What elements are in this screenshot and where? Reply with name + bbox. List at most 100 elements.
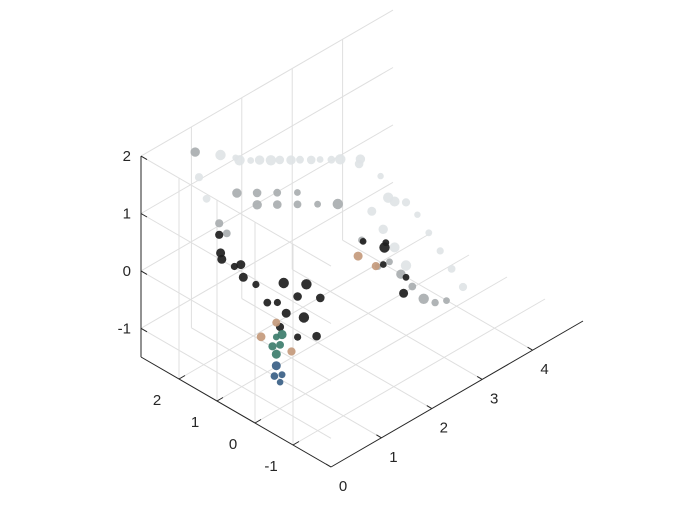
y-tick-label: 0 — [229, 436, 237, 453]
y-tick-label: -1 — [264, 458, 277, 475]
cloud-point-series-1 — [386, 258, 393, 266]
cloud-point-series-0 — [215, 149, 226, 161]
side-grid-line-z — [140, 155, 332, 267]
cloud-point-series-0 — [447, 265, 456, 273]
cloud-point-series-3 — [271, 349, 281, 359]
cloud-point-series-2 — [215, 230, 224, 239]
cloud-point-series-2 — [298, 312, 310, 323]
back-grid-line-z — [140, 9, 394, 157]
cloud-point-series-0 — [316, 156, 324, 163]
cloud-point-series-2 — [359, 238, 367, 245]
cloud-point-series-0 — [296, 155, 304, 164]
cloud-point-series-5 — [272, 318, 281, 327]
cloud-point-series-1 — [232, 188, 242, 198]
cloud-point-series-2 — [399, 288, 409, 298]
cloud-point-series-2 — [312, 331, 321, 341]
cloud-point-series-0 — [401, 198, 411, 207]
cloud-point-series-2 — [294, 333, 302, 341]
cloud-point-series-2 — [252, 280, 260, 289]
cloud-point-series-3 — [276, 341, 284, 349]
cloud-point-series-0 — [389, 196, 400, 207]
cloud-point-series-1 — [215, 219, 224, 228]
point-cloud — [190, 147, 468, 386]
x-axis-line — [330, 320, 584, 468]
cloud-point-series-3 — [268, 342, 277, 351]
floor-grid-line-y — [216, 254, 470, 402]
cloud-point-series-0 — [389, 242, 400, 253]
cloud-point-series-1 — [408, 282, 417, 291]
cloud-point-series-4 — [270, 372, 279, 380]
cloud-point-series-4 — [278, 371, 286, 379]
tick-labels: 0 1 2 3 4 -1 0 1 2 -1 0 1 2 — [118, 148, 549, 495]
cloud-point-series-0 — [265, 155, 277, 166]
cloud-point-series-2 — [281, 308, 291, 318]
cloud-point-series-0 — [275, 155, 285, 165]
x-tick-mark — [325, 463, 332, 468]
cloud-point-series-0 — [335, 154, 346, 165]
cloud-point-series-1 — [252, 188, 262, 198]
z-tick-label: 0 — [123, 263, 131, 280]
back-grid-line-z — [140, 181, 394, 329]
cloud-point-series-1 — [222, 229, 231, 238]
cloud-point-series-0 — [194, 173, 204, 182]
cloud-point-series-1 — [443, 297, 450, 304]
cloud-point-series-0 — [247, 157, 255, 164]
cloud-point-series-1 — [252, 200, 262, 210]
cloud-point-series-2 — [301, 279, 312, 290]
cloud-point-series-2 — [379, 261, 387, 268]
cloud-point-series-1 — [293, 200, 302, 209]
z-tick-mark — [140, 327, 148, 333]
floor-grid-line-x — [291, 268, 483, 380]
cloud-point-series-2 — [278, 277, 289, 289]
cloud-point-series-0 — [425, 229, 433, 237]
cloud-point-series-2 — [379, 242, 390, 253]
y-tick-mark — [178, 375, 186, 380]
cloud-point-series-2 — [238, 272, 248, 282]
cloud-point-series-0 — [458, 282, 468, 292]
z-tick-mark — [140, 270, 148, 275]
y-tick-mark — [254, 419, 262, 424]
cloud-point-series-0 — [286, 155, 296, 165]
z-tick-mark — [140, 155, 148, 161]
cloud-point-series-0 — [436, 247, 444, 255]
cloud-point-series-5 — [256, 332, 266, 342]
y-tick-mark — [292, 441, 300, 446]
cloud-point-series-0 — [202, 194, 211, 203]
floor-grid-line-y — [178, 232, 432, 380]
cloud-point-series-5 — [371, 262, 380, 271]
x-tick-label: 2 — [440, 420, 448, 437]
cloud-point-series-2 — [402, 273, 410, 281]
cloud-point-series-2 — [293, 292, 302, 301]
x-tick-mark — [476, 375, 483, 380]
cloud-point-series-2 — [263, 298, 272, 307]
axes — [140, 155, 584, 468]
floor-grid-line-y — [292, 298, 546, 446]
x-tick-mark — [376, 434, 382, 439]
z-tick-label: -1 — [118, 320, 131, 337]
cloud-point-series-0 — [254, 155, 265, 165]
back-grid-line-z — [140, 124, 394, 272]
x-tick-label: 0 — [339, 478, 347, 495]
x-tick-mark — [527, 346, 533, 351]
cloud-point-series-2 — [216, 248, 226, 258]
cloud-point-series-1 — [431, 298, 439, 307]
z-tick-mark — [140, 213, 148, 218]
floor-grid-line-y — [254, 276, 508, 424]
floor-grid-line-x — [241, 298, 433, 410]
x-tick-mark — [426, 405, 433, 410]
cloud-point-series-1 — [332, 198, 343, 210]
y-tick-label: 2 — [153, 392, 161, 409]
cloud-point-series-4 — [271, 361, 281, 371]
cloud-point-series-2 — [236, 260, 246, 270]
back-grid-line-z — [140, 67, 394, 214]
floor-grid-line-x — [342, 239, 533, 351]
x-tick-label: 3 — [490, 390, 498, 407]
cloud-point-series-2 — [230, 262, 238, 271]
cloud-point-series-0 — [354, 159, 364, 169]
z-tick-label: 2 — [123, 148, 131, 165]
cloud-point-series-5 — [353, 251, 363, 261]
cloud-point-series-1 — [273, 188, 282, 197]
side-grid-line-z — [140, 327, 332, 439]
